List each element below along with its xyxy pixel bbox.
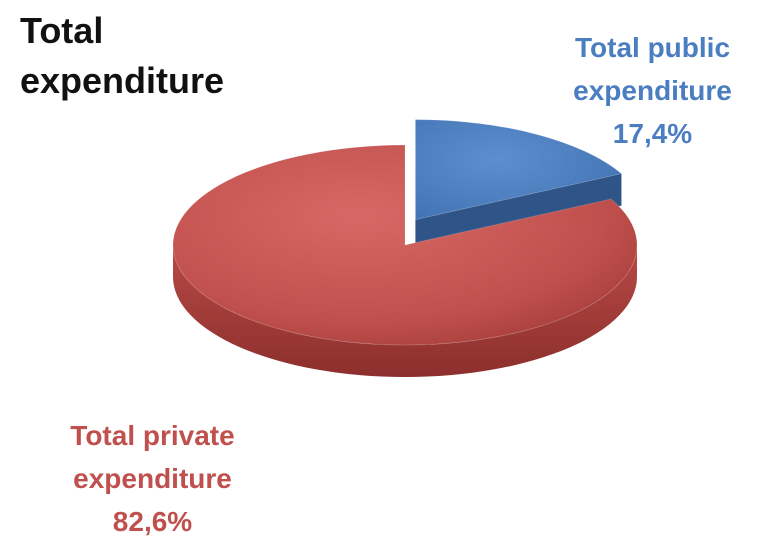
slice-label-private: Total private expenditure 82,6% <box>10 414 295 543</box>
slice-label-public: Total public expenditure 17,4% <box>520 26 761 155</box>
slice-label-public-line1: Total public <box>574 32 731 63</box>
slice-label-public-line2: expenditure <box>573 75 732 106</box>
slice-label-private-line2: expenditure <box>73 463 232 494</box>
pie-slice-private <box>172 144 638 346</box>
slice-label-private-line1: Total private <box>70 420 235 451</box>
chart-title: Total expenditure <box>20 10 225 101</box>
pie-slice-public <box>414 119 623 221</box>
slice-value-private: 82,6% <box>112 506 193 537</box>
slice-value-public: 17,4% <box>612 118 693 149</box>
pie-slice-private-side <box>173 245 637 377</box>
